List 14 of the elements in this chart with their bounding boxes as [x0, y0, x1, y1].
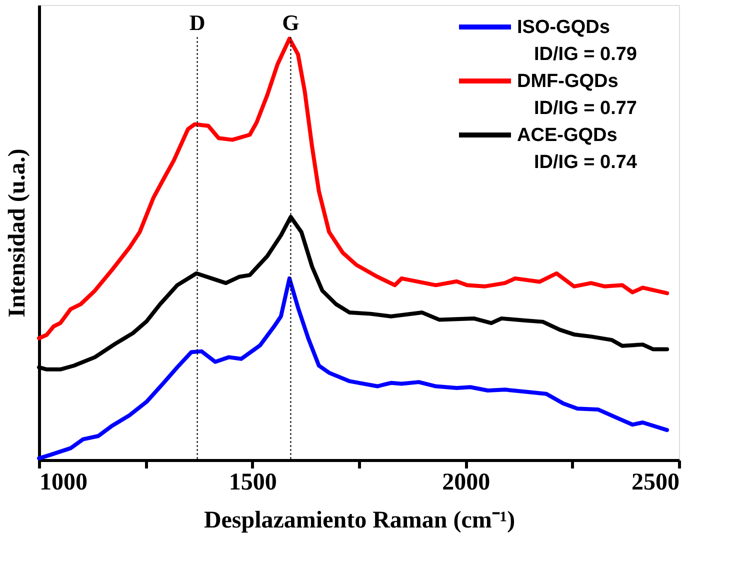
legend-label: ISO-GQDs — [517, 17, 610, 38]
legend-label: DMF-GQDs — [517, 71, 618, 92]
x-tick-label: 1500 — [228, 470, 277, 496]
annotation: ID/IG = 0.79 — [534, 44, 637, 65]
ref-line-label: D — [189, 10, 206, 35]
x-tick-label: 2000 — [442, 470, 490, 496]
legend-label: ACE-GQDs — [517, 125, 618, 146]
x-tick-label: 2500 — [632, 470, 680, 496]
annotation: ID/IG = 0.77 — [534, 98, 637, 119]
y-axis-title: Intensidad (u.a.) — [4, 148, 30, 318]
x-axis-title: Desplazamiento Raman (cm⁻¹) — [204, 508, 516, 534]
ref-line-label: G — [282, 10, 300, 35]
annotation: ID/IG = 0.74 — [534, 152, 638, 173]
x-tick-label: 1000 — [40, 470, 88, 496]
